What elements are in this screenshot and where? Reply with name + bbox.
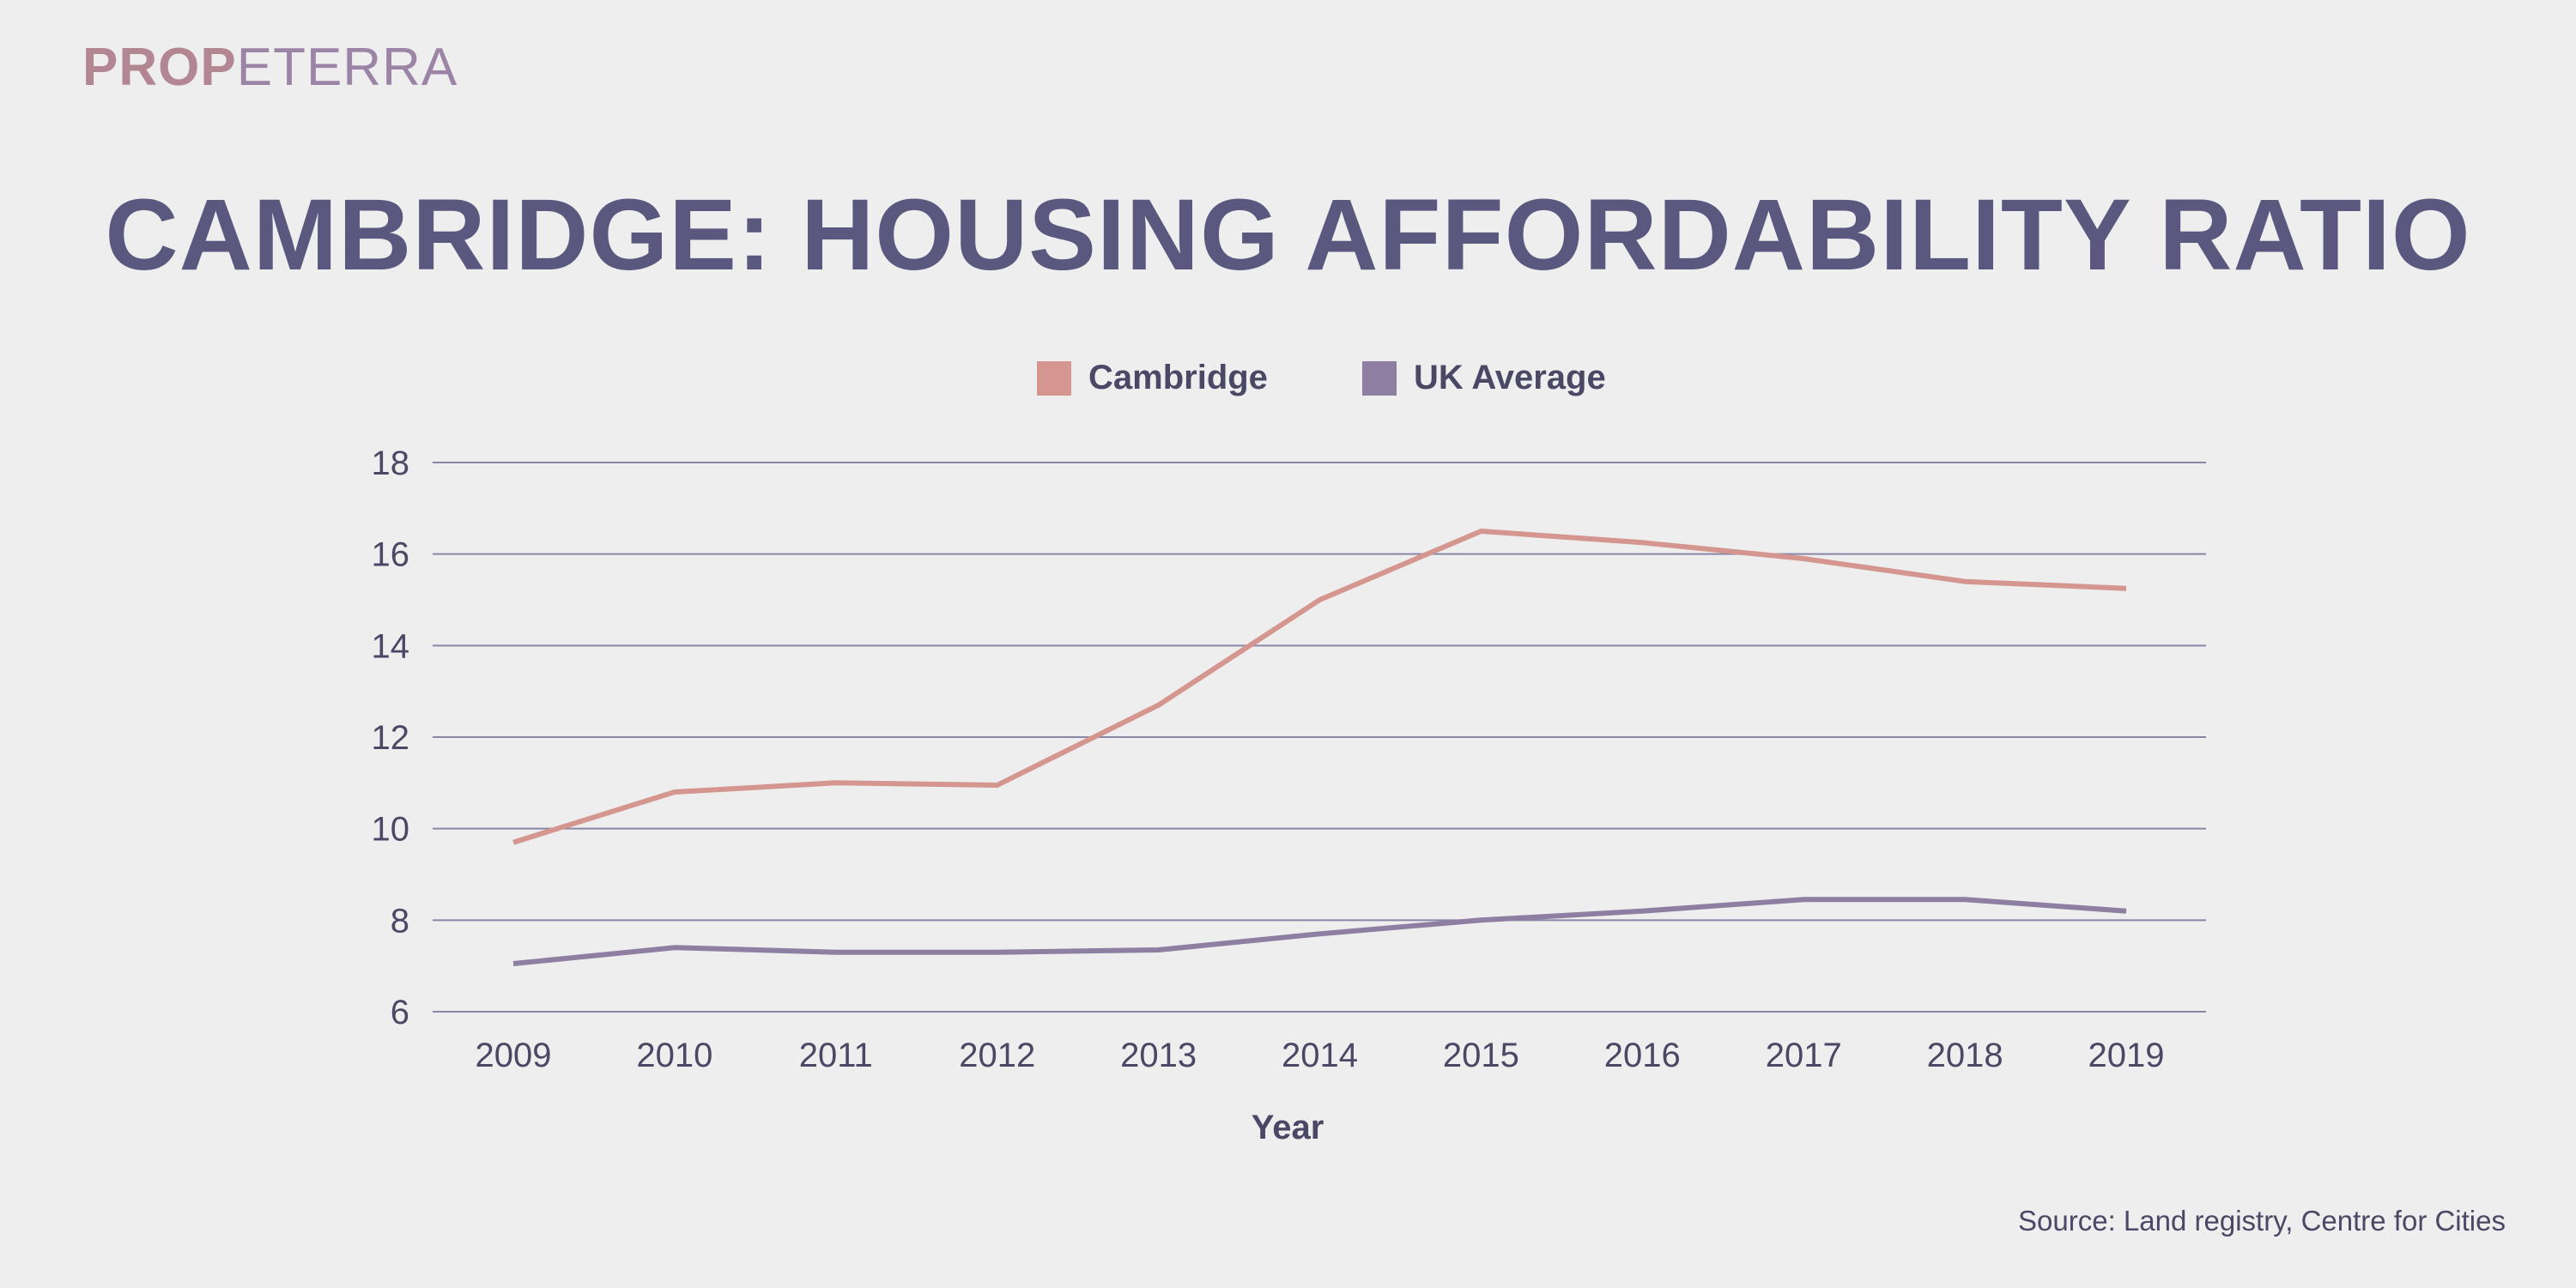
y-tick-label: 12 bbox=[372, 719, 410, 757]
y-tick-label: 14 bbox=[372, 627, 410, 665]
x-tick-label: 2014 bbox=[1282, 1037, 1358, 1074]
legend-label-cambridge: Cambridge bbox=[1088, 359, 1268, 396]
x-tick-label: 2012 bbox=[959, 1037, 1035, 1074]
legend-item-uk-average: UK Average bbox=[1361, 359, 1606, 397]
x-tick-label: 2010 bbox=[636, 1037, 712, 1074]
source-note: Source: Land registry, Centre for Cities bbox=[2018, 1205, 2506, 1237]
series-line-cambridge bbox=[512, 529, 2127, 845]
series-line-uk-average bbox=[512, 897, 2127, 966]
y-axis-ticks: 6 8 10 12 14 16 18 bbox=[372, 444, 410, 1031]
legend-item-cambridge: Cambridge bbox=[1037, 359, 1268, 397]
y-tick-label: 10 bbox=[372, 811, 410, 849]
x-tick-label: 2019 bbox=[2088, 1037, 2165, 1074]
logo-part-light: ETERRA bbox=[236, 38, 458, 97]
y-tick-label: 8 bbox=[391, 902, 409, 940]
chart-title: CAMBRIDGE: HOUSING AFFORDABILITY RATIO bbox=[105, 178, 2471, 292]
x-tick-label: 2015 bbox=[1443, 1037, 1519, 1074]
brand-logo: PROPETERRA bbox=[82, 41, 458, 94]
logo-part-bold: PROP bbox=[82, 38, 237, 97]
x-tick-label: 2011 bbox=[799, 1037, 873, 1074]
x-tick-label: 2013 bbox=[1120, 1037, 1197, 1074]
legend-swatch-cambridge bbox=[1037, 360, 1071, 396]
y-tick-label: 18 bbox=[372, 444, 410, 482]
x-tick-label: 2016 bbox=[1604, 1037, 1681, 1074]
y-tick-label: 16 bbox=[372, 536, 410, 574]
grid-lines bbox=[433, 462, 2206, 1013]
x-axis-ticks: 2009 2010 2011 2012 2013 2014 2015 2016 2017 2018… bbox=[476, 1037, 2165, 1074]
x-tick-label: 2009 bbox=[476, 1037, 552, 1074]
x-tick-label: 2017 bbox=[1766, 1037, 1842, 1074]
x-axis-label: Year bbox=[1252, 1109, 1324, 1146]
x-tick-label: 2018 bbox=[1927, 1037, 2003, 1074]
legend-swatch-uk-average bbox=[1361, 360, 1397, 396]
series-lines bbox=[512, 529, 2127, 966]
y-tick-label: 6 bbox=[391, 994, 409, 1031]
legend-label-uk-average: UK Average bbox=[1413, 359, 1606, 396]
chart-legend: Cambridge UK Average bbox=[1037, 359, 1700, 397]
